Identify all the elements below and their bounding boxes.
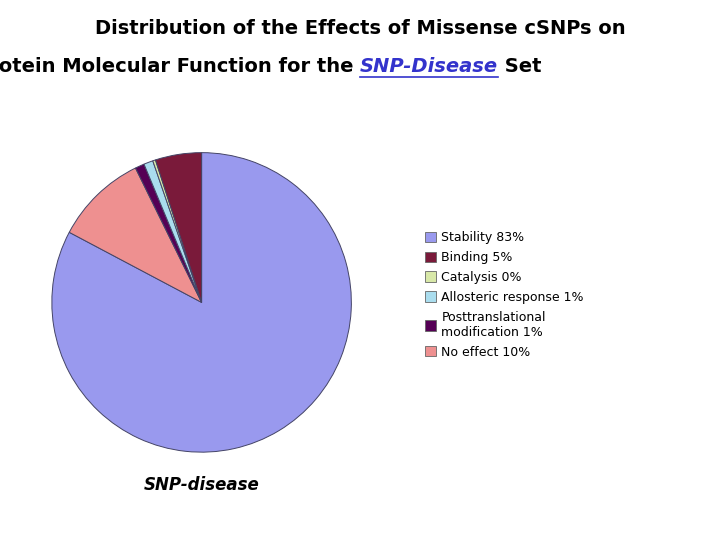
- Text: Set: Set: [498, 57, 541, 76]
- Wedge shape: [135, 164, 202, 302]
- Wedge shape: [153, 160, 202, 302]
- Wedge shape: [69, 168, 202, 302]
- Legend: Stability 83%, Binding 5%, Catalysis 0%, Allosteric response 1%, Posttranslation: Stability 83%, Binding 5%, Catalysis 0%,…: [425, 231, 584, 359]
- Wedge shape: [52, 153, 351, 452]
- Text: Protein Molecular Function for the: Protein Molecular Function for the: [0, 57, 360, 76]
- Text: SNP-Disease: SNP-Disease: [360, 57, 498, 76]
- Text: Distribution of the Effects of Missense cSNPs on: Distribution of the Effects of Missense …: [95, 19, 625, 38]
- Text: SNP-disease: SNP-disease: [144, 476, 259, 494]
- Wedge shape: [144, 161, 202, 302]
- Wedge shape: [156, 153, 202, 302]
